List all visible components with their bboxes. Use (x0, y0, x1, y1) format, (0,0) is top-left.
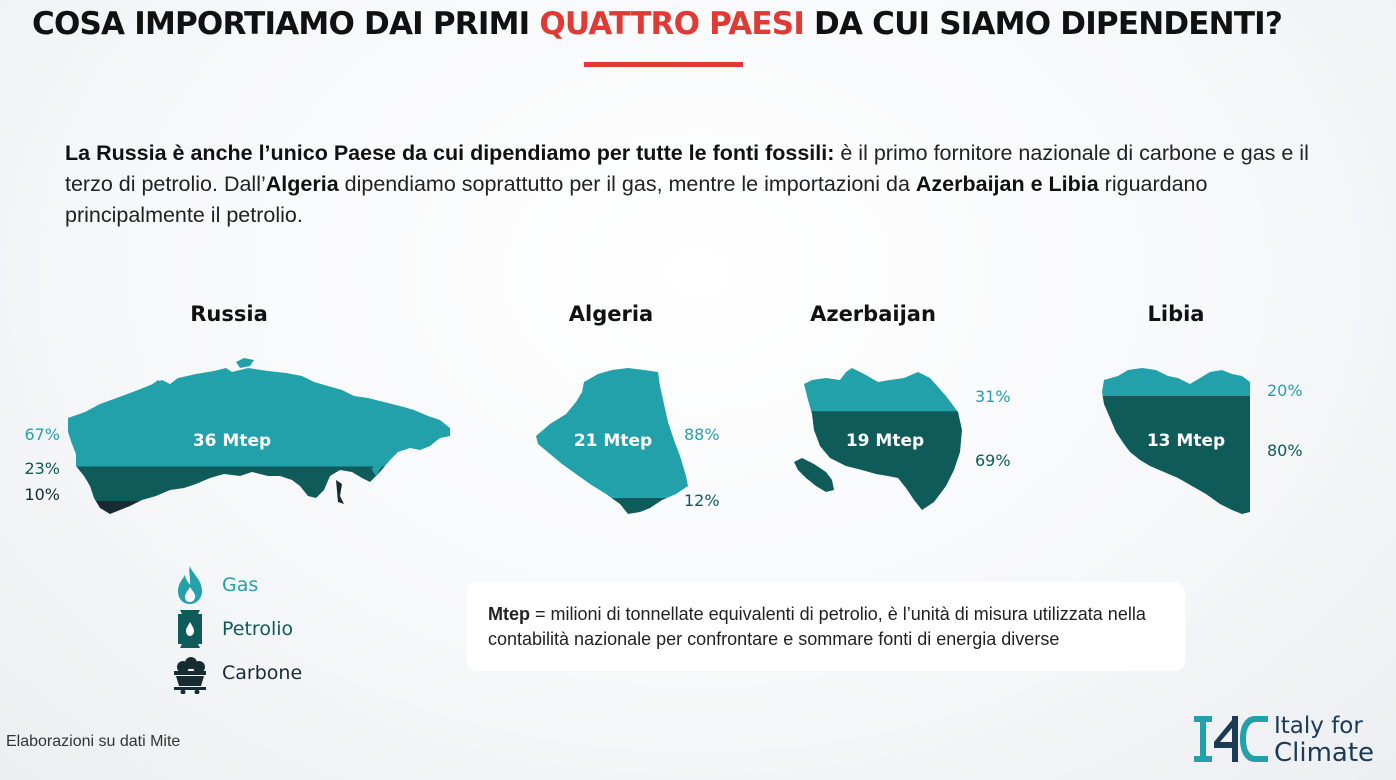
country-name-russia: Russia (190, 302, 268, 326)
intro-bold-azerbaijan-libia: Azerbaijan e Libia (915, 172, 1099, 196)
source-note: Elaborazioni su dati Mite (6, 733, 181, 750)
title-underline (584, 62, 743, 67)
intro-text-2: dipendiamo soprattutto per il gas, mentr… (338, 172, 916, 196)
russia-band-gas (68, 368, 450, 467)
title-part-2: DA CUI SIAMO DIPENDENTI? (804, 6, 1283, 42)
note-term: Mtep (488, 604, 530, 624)
russia-island-novaya (150, 380, 164, 390)
intro-bold-russia: La Russia è anche l’unico Paese da cui d… (65, 141, 835, 165)
russia-total-label: 36 Mtep (193, 431, 271, 451)
libia-total-label: 13 Mtep (1147, 431, 1225, 451)
algeria-band-petrolio (536, 498, 688, 514)
libia-band-gas (1102, 368, 1250, 397)
azerbaijan-exclave (794, 458, 834, 492)
i4c-logo-icon (1194, 716, 1268, 762)
libia-label-gas: 20% (1267, 381, 1303, 400)
azerbaijan-label-petrolio: 69% (975, 451, 1011, 470)
legend-item-carbone: Carbone (172, 652, 302, 694)
country-name-algeria: Algeria (568, 302, 654, 326)
map-azerbaijan: 19 Mtep (794, 368, 962, 510)
intro-bold-algeria: Algeria (265, 172, 339, 196)
russia-far-east-tip (336, 480, 344, 504)
note-definition: = milioni di tonnellate equivalenti di p… (488, 604, 1146, 649)
flame-icon (178, 566, 202, 604)
country-name-libia: Libia (1147, 302, 1205, 326)
russia-band-carbone (68, 501, 450, 514)
page-title: COSA IMPORTIAMO DAI PRIMI QUATTRO PAESI … (32, 6, 1372, 42)
legend-label-petrolio: Petrolio (222, 618, 294, 640)
coal-cart-icon (174, 657, 206, 694)
map-russia: 36 Mtep (68, 358, 450, 514)
title-part-1: COSA IMPORTIAMO DAI PRIMI (32, 6, 540, 42)
russia-island-sakhalin (372, 446, 386, 476)
algeria-label-gas: 88% (684, 425, 720, 444)
legend-item-petrolio: Petrolio (172, 608, 293, 650)
oil-barrel-icon (178, 610, 202, 648)
azerbaijan-band-petrolio (804, 411, 962, 510)
intro-text-1: è il primo fornitore nazionale di carbon… (65, 141, 1309, 196)
country-name-azerbaijan: Azerbaijan (810, 302, 936, 326)
italy-for-climate-logo: Italy for Climate (1192, 712, 1386, 774)
intro-text-3: riguardano principalmente il petrolio. (65, 172, 1208, 227)
russia-label-petrolio: 23% (24, 459, 60, 478)
russia-island-north (236, 358, 254, 368)
percent-labels: 67% 23% 10% 88% 12% 31% 69% 20% 80% (24, 381, 1302, 510)
logo-line-1: Italy for (1274, 713, 1363, 739)
legend-label-carbone: Carbone (222, 662, 303, 684)
algeria-total-label: 21 Mtep (574, 431, 652, 451)
legend-label-gas: Gas (222, 574, 259, 596)
azerbaijan-label-gas: 31% (975, 387, 1011, 406)
libia-band-petrolio (1102, 396, 1250, 514)
azerbaijan-total-label: 19 Mtep (846, 431, 924, 451)
legend-item-gas: Gas (172, 564, 258, 606)
logo-text: Italy for Climate (1274, 713, 1375, 768)
algeria-label-petrolio: 12% (684, 491, 720, 510)
azerbaijan-band-gas (804, 368, 962, 412)
intro-paragraph: La Russia è anche l’unico Paese da cui d… (65, 138, 1335, 231)
map-algeria: 21 Mtep (536, 368, 688, 514)
title-highlight: QUATTRO PAESI (539, 6, 805, 42)
logo-line-2: Climate (1274, 738, 1375, 768)
mtep-note-box: Mtep = milioni di tonnellate equivalenti… (467, 582, 1185, 671)
libia-label-petrolio: 80% (1267, 441, 1303, 460)
map-libia: 13 Mtep (1102, 368, 1250, 514)
russia-label-gas: 67% (24, 425, 60, 444)
russia-band-petrolio (68, 466, 450, 502)
russia-label-carbone: 10% (24, 485, 60, 504)
